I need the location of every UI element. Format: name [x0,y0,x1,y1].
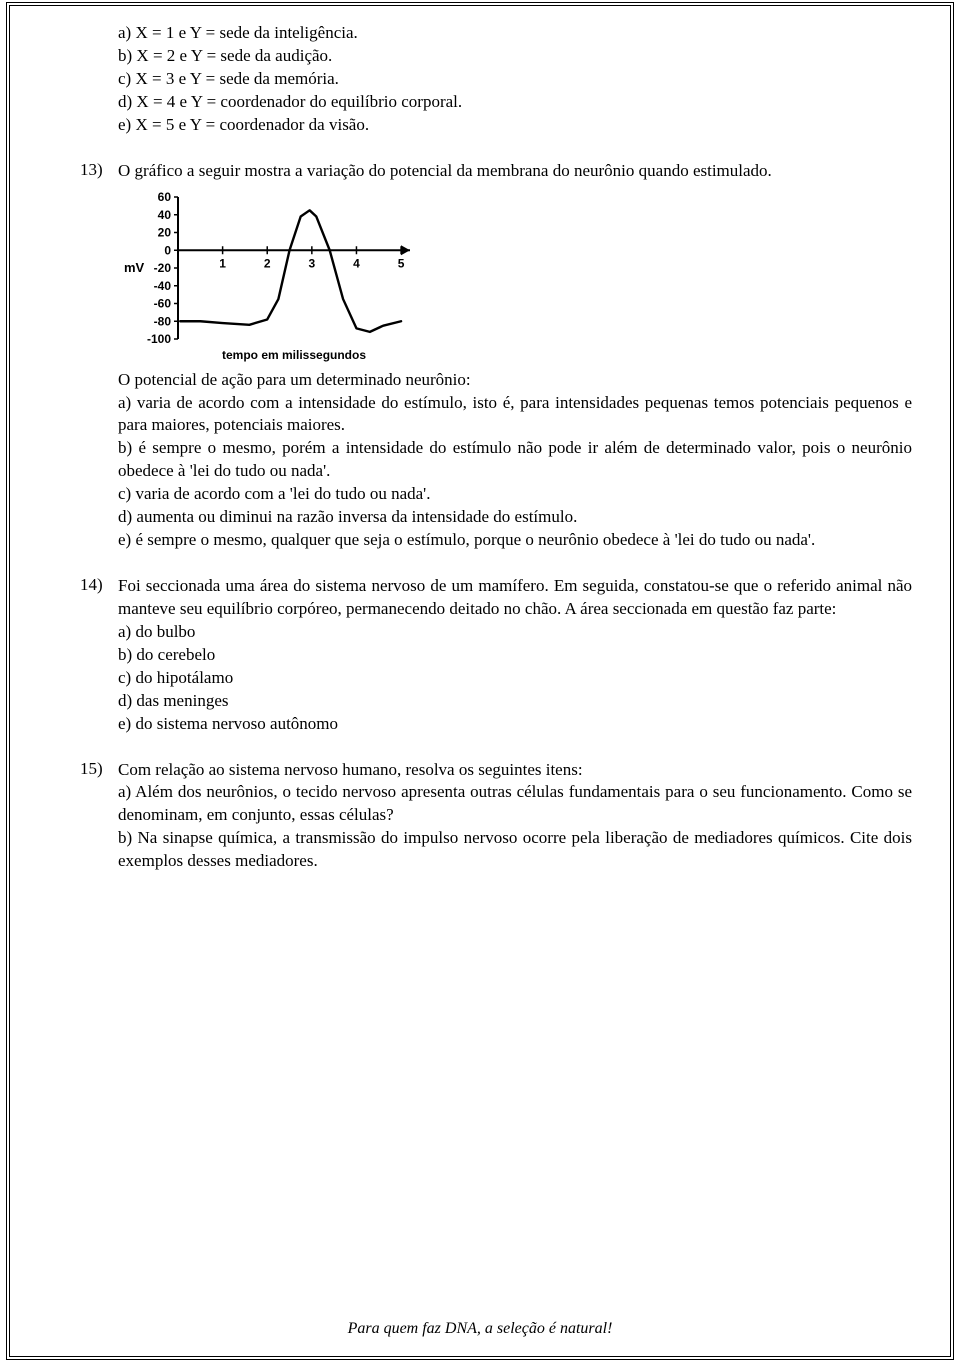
option-a: a) X = 1 e Y = sede da inteligência. [118,22,912,45]
svg-text:3: 3 [309,256,316,270]
option-b: b) é sempre o mesmo, porém a intensidade… [118,437,912,483]
svg-text:tempo em milissegundos: tempo em milissegundos [222,348,366,362]
question-prompt: Foi seccionada uma área do sistema nervo… [118,575,912,621]
svg-text:mV: mV [124,260,145,275]
option-d: d) das meninges [118,690,912,713]
option-a: a) Além dos neurônios, o tecido nervoso … [118,781,912,827]
question-15: 15) Com relação ao sistema nervoso human… [80,758,912,874]
svg-text:1: 1 [219,256,226,270]
svg-text:-80: -80 [154,314,172,328]
page-footer: Para quem faz DNA, a seleção é natural! [0,1318,960,1340]
option-c: c) do hipotálamo [118,667,912,690]
option-c: c) varia de acordo com a 'lei do tudo ou… [118,483,912,506]
svg-text:-100: -100 [147,332,171,346]
option-b: b) Na sinapse química, a transmissão do … [118,827,912,873]
svg-text:4: 4 [353,256,360,270]
option-e: e) é sempre o mesmo, qualquer que seja o… [118,529,912,552]
question-14-options: a) do bulbo b) do cerebelo c) do hipotál… [118,621,912,736]
svg-text:2: 2 [264,256,271,270]
svg-text:60: 60 [158,190,172,204]
question-13: 13) O gráfico a seguir mostra a variação… [80,159,912,552]
page-content: a) X = 1 e Y = sede da inteligência. b) … [80,22,912,895]
question-options-block-a: a) X = 1 e Y = sede da inteligência. b) … [118,22,912,137]
svg-text:-40: -40 [154,278,172,292]
svg-text:5: 5 [398,256,405,270]
option-a: a) do bulbo [118,621,912,644]
svg-text:0: 0 [164,243,171,257]
question-14: 14) Foi seccionada uma área do sistema n… [80,574,912,736]
option-a: a) varia de acordo com a intensidade do … [118,392,912,438]
svg-text:20: 20 [158,225,172,239]
question-number: 13) [80,159,118,182]
question-prompt: Com relação ao sistema nervoso humano, r… [118,759,912,782]
svg-text:40: 40 [158,207,172,221]
question-number: 15) [80,758,118,781]
option-intro: O potencial de ação para um determinado … [118,369,912,392]
question-prompt: O gráfico a seguir mostra a variação do … [118,160,912,183]
svg-text:-60: -60 [154,296,172,310]
option-e: e) X = 5 e Y = coordenador da visão. [118,114,912,137]
question-number: 14) [80,574,118,597]
option-d: d) aumenta ou diminui na razão inversa d… [118,506,912,529]
option-e: e) do sistema nervoso autônomo [118,713,912,736]
option-d: d) X = 4 e Y = coordenador do equilíbrio… [118,91,912,114]
action-potential-chart: 60 40 20 0 -20 -40 -60 -80 -100 mV 1 2 3 4 5 tempo em m… [118,189,912,365]
question-15-options: a) Além dos neurônios, o tecido nervoso … [118,781,912,873]
option-b: b) do cerebelo [118,644,912,667]
svg-text:-20: -20 [154,261,172,275]
question-13-options: O potencial de ação para um determinado … [118,369,912,553]
option-c: c) X = 3 e Y = sede da memória. [118,68,912,91]
option-b: b) X = 2 e Y = sede da audição. [118,45,912,68]
